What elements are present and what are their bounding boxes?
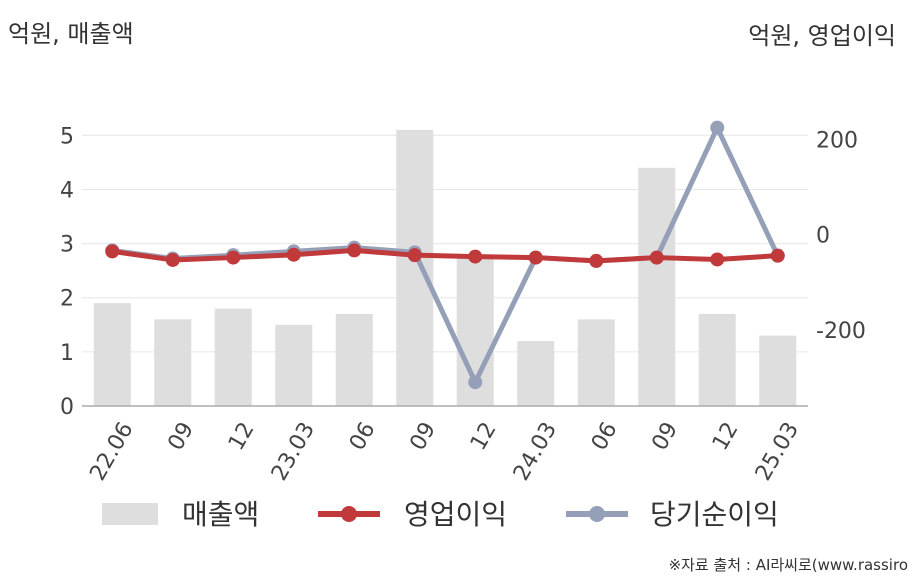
revenue-bar	[517, 341, 555, 406]
revenue-bar	[93, 303, 131, 406]
left-tick-label: 2	[60, 287, 74, 312]
operating-profit-point	[468, 249, 483, 264]
operating-profit-point	[770, 248, 785, 263]
legend-label-net: 당기순이익	[650, 498, 779, 531]
revenue-bar	[577, 319, 615, 406]
operating-profit-point	[347, 243, 362, 258]
x-tick-label: 25.03	[751, 418, 804, 485]
right-axis-unit: 억원, 영업이익	[748, 22, 896, 50]
x-tick-label: 06	[345, 418, 381, 455]
legend-marker-operating	[341, 506, 357, 522]
legend-label-operating: 영업이익	[404, 498, 507, 531]
left-tick-label: 5	[60, 124, 74, 149]
operating-profit-point	[105, 244, 120, 259]
x-tick-label: 09	[647, 418, 683, 455]
x-tick-label: 09	[405, 418, 441, 455]
net-income-point	[710, 120, 725, 135]
legend-label-revenue: 매출액	[182, 498, 259, 531]
legend-swatch-revenue	[102, 503, 158, 525]
revenue-bar	[698, 313, 736, 406]
source-note: ※자료 출처 : AI라씨로(www.rassiro	[668, 556, 908, 574]
left-tick-label: 1	[60, 341, 74, 366]
x-tick-label: 12	[224, 418, 260, 455]
revenue-bar	[275, 324, 313, 406]
revenue-bar	[154, 319, 192, 406]
net-income-point	[468, 375, 483, 390]
x-tick-label: 22.06	[85, 418, 138, 485]
x-tick-label: 24.03	[509, 418, 562, 485]
operating-profit-point	[589, 253, 604, 268]
x-tick-label: 12	[466, 418, 502, 455]
operating-profit-point	[710, 252, 725, 267]
x-tick-label: 12	[708, 418, 744, 455]
legend-marker-net	[589, 506, 605, 522]
left-tick-label: 3	[60, 233, 74, 258]
left-tick-label: 4	[60, 178, 74, 203]
right-tick-label: 200	[816, 129, 858, 154]
right-tick-label: -200	[816, 319, 866, 344]
x-tick-label: 06	[587, 418, 623, 455]
revenue-bar	[759, 335, 797, 406]
revenue-bar	[335, 313, 373, 406]
revenue-bar	[396, 129, 434, 406]
operating-profit-line	[109, 247, 781, 264]
left-axis-unit: 억원, 매출액	[8, 20, 134, 48]
operating-profit-point	[165, 252, 180, 267]
operating-profit-point	[528, 250, 543, 265]
operating-profit-point	[286, 247, 301, 262]
revenue-bar	[638, 167, 676, 406]
left-tick-label: 0	[60, 395, 74, 420]
operating-profit-point	[226, 250, 241, 265]
x-tick-label: 09	[163, 418, 199, 455]
revenue-bar	[214, 308, 252, 406]
operating-profit-point	[649, 250, 664, 265]
x-tick-label: 23.03	[267, 418, 320, 485]
operating-profit-point	[407, 248, 422, 263]
right-tick-label: 0	[816, 224, 830, 249]
